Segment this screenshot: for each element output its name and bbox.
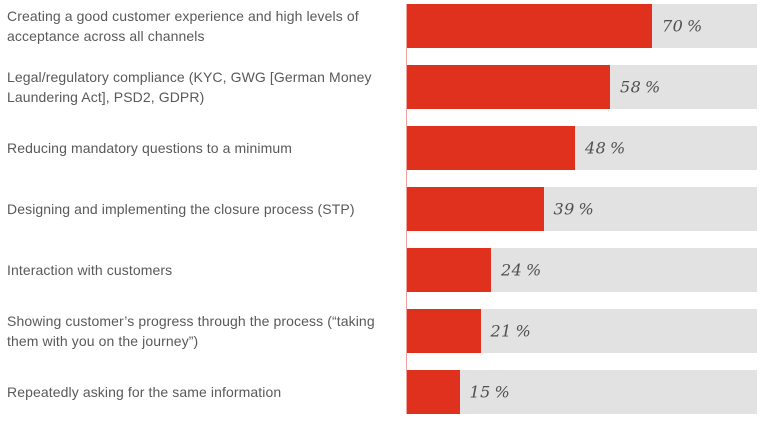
bar-fill [407,126,575,170]
bar-track: 39 % [407,187,757,231]
chart-row: Repeatedly asking for the same informati… [0,370,770,414]
chart-plot-area: Creating a good customer experience and … [0,4,770,414]
bar-track: 24 % [407,248,757,292]
value-label: 15 % [469,382,511,402]
value-label: 39 % [553,199,595,219]
chart-rows: Creating a good customer experience and … [0,4,770,414]
chart-row: Legal/regulatory compliance (KYC, GWG [G… [0,65,770,109]
chart-row: Reducing mandatory questions to a minimu… [0,126,770,170]
value-label: 70 % [662,16,703,36]
bar-track: 58 % [407,65,757,109]
category-label: Designing and implementing the closure p… [7,201,355,217]
bar-fill [407,248,491,292]
category-label: Interaction with customers [7,262,173,278]
bar-fill [407,4,652,48]
category-label: Showing customer’s progress through the … [7,313,375,349]
value-label: 48 % [585,138,626,158]
bar-track: 21 % [407,309,757,353]
category-label: Repeatedly asking for the same informati… [7,384,282,400]
value-label: 24 % [501,260,542,280]
bar-track: 48 % [407,126,757,170]
chart-row: Designing and implementing the closure p… [0,187,770,231]
chart-row: Interaction with customers 24 % [0,248,770,292]
bar-fill [407,187,544,231]
bar-track: 15 % [407,370,757,414]
axis-line [406,4,407,414]
chart-row: Creating a good customer experience and … [0,4,770,48]
bar-fill [407,309,481,353]
bar-track: 70 % [407,4,757,48]
category-label: Reducing mandatory questions to a minimu… [7,140,293,156]
bar-fill [407,65,610,109]
category-label: Legal/regulatory compliance (KYC, GWG [G… [7,69,372,105]
bar-fill [407,370,460,414]
category-label: Creating a good customer experience and … [7,8,359,44]
chart-row: Showing customer’s progress through the … [0,309,770,353]
value-label: 58 % [620,77,661,97]
value-label: 21 % [490,321,532,341]
